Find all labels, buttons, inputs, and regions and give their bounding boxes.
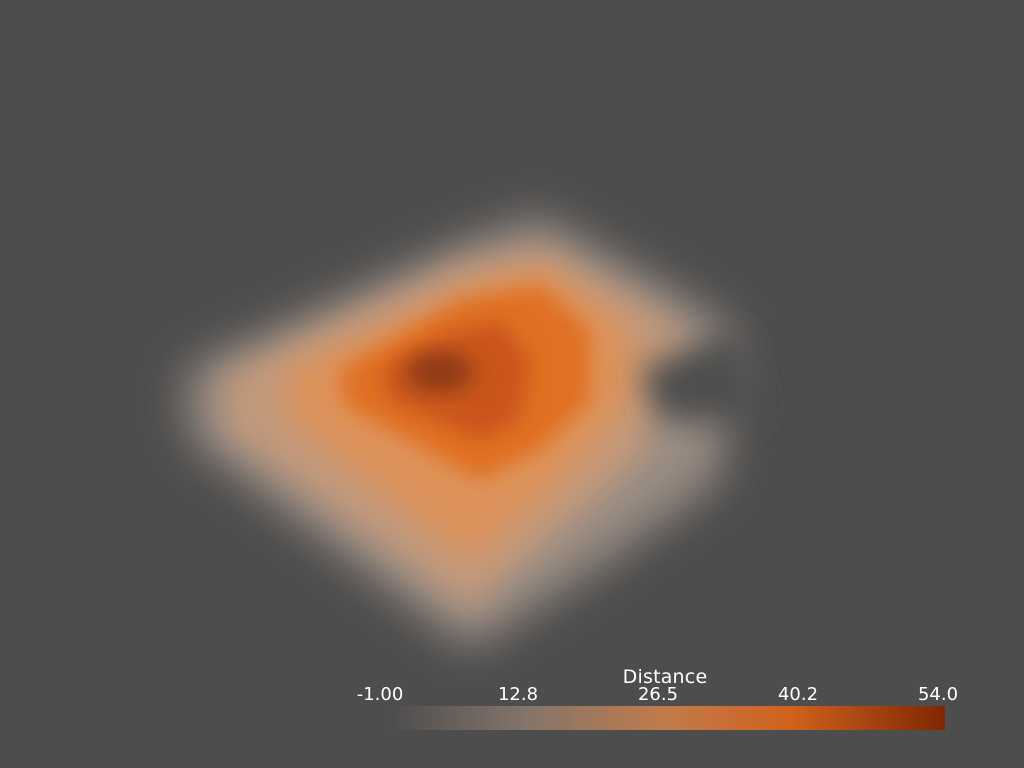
scalar-bar-label-2: 12.8	[497, 684, 539, 705]
scalar-bar-label-3: 26.5	[637, 684, 679, 705]
volume-deepest-spot	[406, 352, 474, 392]
scalar-bar: Distance -1.00 12.8 26.5 40.2 54.0	[340, 664, 980, 744]
scalar-bar-title: Distance	[622, 666, 708, 688]
scalar-bar-label-min: -1.00	[356, 684, 404, 705]
scalar-bar-label-max: 54.0	[917, 684, 959, 705]
volume-notch	[640, 330, 760, 420]
scalar-bar-label-4: 40.2	[777, 684, 819, 705]
scalar-bar-gradient	[390, 706, 945, 730]
